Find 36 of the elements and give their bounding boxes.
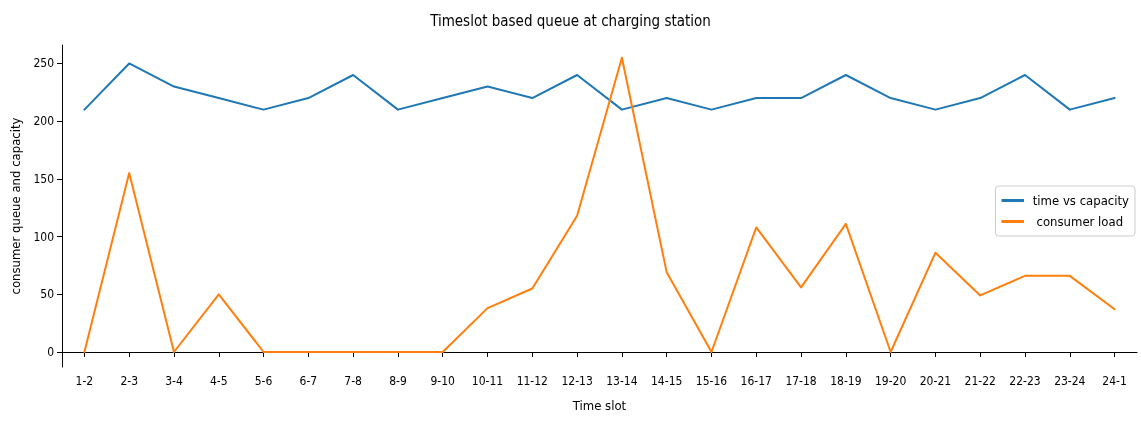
chart-title: Timeslot based queue at charging station: [429, 11, 711, 30]
x-axis-title: Time slot: [571, 398, 627, 413]
x-tick-label: 11-12: [516, 374, 548, 388]
x-tick-label: 18-19: [830, 374, 862, 388]
y-tick-label: 0: [47, 345, 55, 359]
legend-label: consumer load: [1032, 214, 1124, 229]
y-tick-label: 50: [40, 287, 55, 302]
x-tick-label: 7-8: [344, 374, 363, 388]
x-tick-label: 16-17: [740, 374, 772, 388]
x-tick-label: 2-3: [120, 374, 139, 388]
x-tick-label: 22-23: [1009, 374, 1041, 388]
legend-label: time vs capacity: [1032, 193, 1130, 208]
line-series: [83, 62, 1116, 111]
x-tick-label: 24-1: [1102, 374, 1127, 388]
x-tick-label: 10-11: [471, 374, 504, 388]
x-tick-label: 21-22: [964, 374, 996, 388]
x-tick-label: 1-2: [75, 374, 94, 388]
x-tick-label: 12-13: [561, 374, 593, 388]
x-tick-label: 6-7: [299, 374, 318, 388]
x-tick-label: 4-5: [209, 374, 228, 388]
x-tick-label: 9-10: [430, 374, 456, 388]
x-tick-label: 19-20: [874, 374, 907, 388]
x-tick-label: 13-14: [606, 374, 638, 388]
x-tick-label: 8-9: [389, 374, 407, 388]
x-tick-label: 20-21: [919, 374, 952, 388]
x-tick-label: 15-16: [695, 374, 728, 388]
y-tick-label: 200: [33, 114, 55, 129]
x-tick-label: 5-6: [254, 374, 273, 388]
y-tick-label: 150: [33, 171, 55, 186]
x-tick-label: 14-15: [651, 374, 683, 388]
x-tick-label: 17-18: [785, 374, 817, 388]
x-tick-label: 3-4: [165, 374, 183, 388]
y-tick-label: 250: [33, 56, 55, 71]
y-tick-label: 100: [33, 229, 55, 244]
y-axis-title: consumer queue and capacity: [8, 117, 23, 295]
x-tick-label: 23-24: [1054, 374, 1086, 388]
